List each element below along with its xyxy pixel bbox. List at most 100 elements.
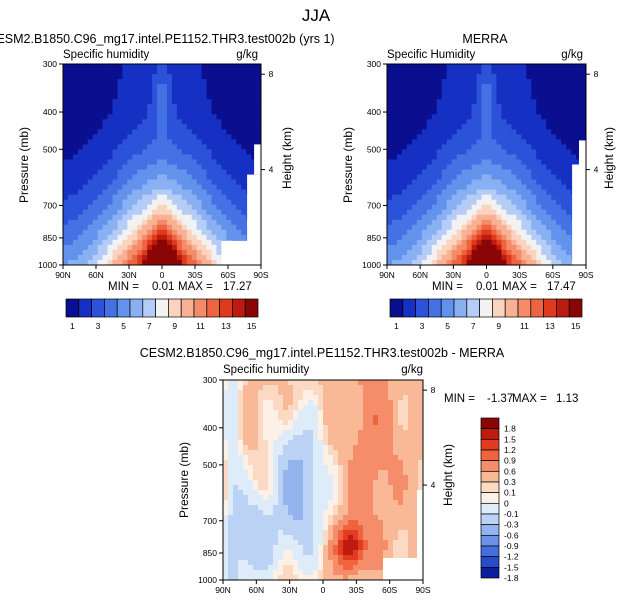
heat-cell bbox=[181, 214, 188, 221]
heat-cell bbox=[63, 134, 69, 140]
heat-cell bbox=[403, 465, 409, 471]
heat-cell bbox=[63, 169, 69, 175]
heat-cell bbox=[466, 104, 472, 110]
heat-cell bbox=[466, 219, 472, 226]
heat-cell bbox=[396, 144, 403, 150]
heat-cell bbox=[338, 395, 344, 401]
heat-cell bbox=[221, 189, 227, 196]
heat-cell bbox=[393, 540, 399, 546]
heat-cell bbox=[191, 234, 198, 241]
heat-cell bbox=[456, 189, 463, 196]
heat-cell bbox=[451, 64, 458, 70]
heat-cell bbox=[117, 229, 123, 236]
heat-cell bbox=[486, 159, 492, 165]
heat-cell bbox=[92, 189, 99, 196]
heat-cell bbox=[97, 114, 103, 120]
heat-cell bbox=[491, 259, 497, 266]
heat-cell bbox=[556, 74, 562, 80]
heat-cell bbox=[526, 129, 532, 135]
heat-cell bbox=[541, 164, 547, 170]
heat-cell bbox=[82, 134, 89, 140]
heat-cell bbox=[231, 174, 237, 180]
heat-cell bbox=[398, 475, 404, 481]
heat-cell bbox=[431, 214, 438, 221]
heat-cell bbox=[251, 124, 257, 130]
heat-cell bbox=[546, 209, 552, 216]
heat-cell bbox=[102, 214, 108, 221]
heat-cell bbox=[288, 390, 294, 396]
heat-cell bbox=[233, 465, 239, 471]
heat-cell bbox=[501, 159, 507, 165]
heat-cell bbox=[196, 219, 202, 226]
heat-cell bbox=[258, 490, 264, 496]
heat-cell bbox=[426, 214, 433, 221]
heat-cell bbox=[418, 455, 424, 461]
heat-cell bbox=[67, 209, 74, 216]
heat-cell bbox=[471, 169, 477, 175]
heat-cell bbox=[196, 179, 202, 185]
heat-cell bbox=[328, 410, 334, 416]
heat-cell bbox=[127, 259, 133, 266]
heat-cell bbox=[466, 249, 472, 256]
colorbar-swatch bbox=[480, 513, 500, 526]
heat-cell bbox=[87, 239, 94, 246]
heat-cell bbox=[363, 545, 369, 551]
heat-cell bbox=[501, 164, 507, 170]
diff-panel-variable: Specific humidity bbox=[223, 364, 310, 376]
heat-cell bbox=[481, 109, 487, 115]
heat-cell bbox=[446, 159, 453, 165]
heat-cell bbox=[363, 490, 369, 496]
heat-cell bbox=[466, 229, 472, 236]
heat-cell bbox=[401, 149, 408, 155]
heat-cell bbox=[421, 124, 428, 130]
heat-cell bbox=[132, 224, 138, 231]
heat-cell bbox=[323, 460, 329, 466]
heat-cell bbox=[348, 550, 354, 556]
heat-cell bbox=[401, 99, 408, 105]
heat-cell bbox=[456, 124, 463, 130]
heat-cell bbox=[223, 380, 229, 386]
heat-cell bbox=[526, 154, 532, 160]
heat-cell bbox=[456, 184, 463, 191]
heat-cell bbox=[67, 154, 74, 160]
heat-cell bbox=[248, 395, 254, 401]
heat-cell bbox=[521, 179, 527, 185]
heat-cell bbox=[243, 395, 249, 401]
heat-cell bbox=[157, 84, 163, 90]
heat-cell bbox=[176, 229, 183, 236]
heat-cell bbox=[358, 380, 364, 386]
heat-cell bbox=[251, 94, 257, 100]
heat-cell bbox=[211, 189, 217, 196]
heat-cell bbox=[546, 134, 552, 140]
heat-cell bbox=[147, 259, 153, 266]
heat-cell bbox=[383, 505, 389, 511]
heat-cell bbox=[288, 565, 294, 571]
heat-cell bbox=[142, 169, 148, 175]
heat-cell bbox=[263, 400, 269, 406]
heat-cell bbox=[166, 189, 173, 196]
heat-cell bbox=[496, 179, 502, 185]
heat-cell bbox=[251, 84, 257, 90]
heat-cell bbox=[516, 114, 522, 120]
heat-cell bbox=[102, 194, 108, 201]
heat-cell bbox=[142, 89, 148, 95]
heat-cell bbox=[378, 400, 384, 406]
heat-cell bbox=[511, 209, 517, 216]
heat-cell bbox=[147, 204, 153, 211]
heat-cell bbox=[476, 224, 482, 231]
heat-cell bbox=[191, 134, 198, 140]
heat-cell bbox=[526, 194, 532, 201]
heat-cell bbox=[226, 104, 232, 110]
heat-cell bbox=[283, 425, 289, 431]
heat-cell bbox=[67, 164, 74, 170]
heat-cell bbox=[456, 64, 463, 70]
heat-cell bbox=[117, 114, 123, 120]
heat-cell bbox=[201, 74, 207, 80]
heat-cell bbox=[127, 229, 133, 236]
heat-cell bbox=[216, 119, 222, 125]
heat-cell bbox=[82, 159, 89, 165]
heat-cell bbox=[406, 84, 413, 90]
heat-cell bbox=[343, 510, 349, 516]
heat-cell bbox=[166, 184, 173, 191]
heat-cell bbox=[186, 174, 193, 180]
